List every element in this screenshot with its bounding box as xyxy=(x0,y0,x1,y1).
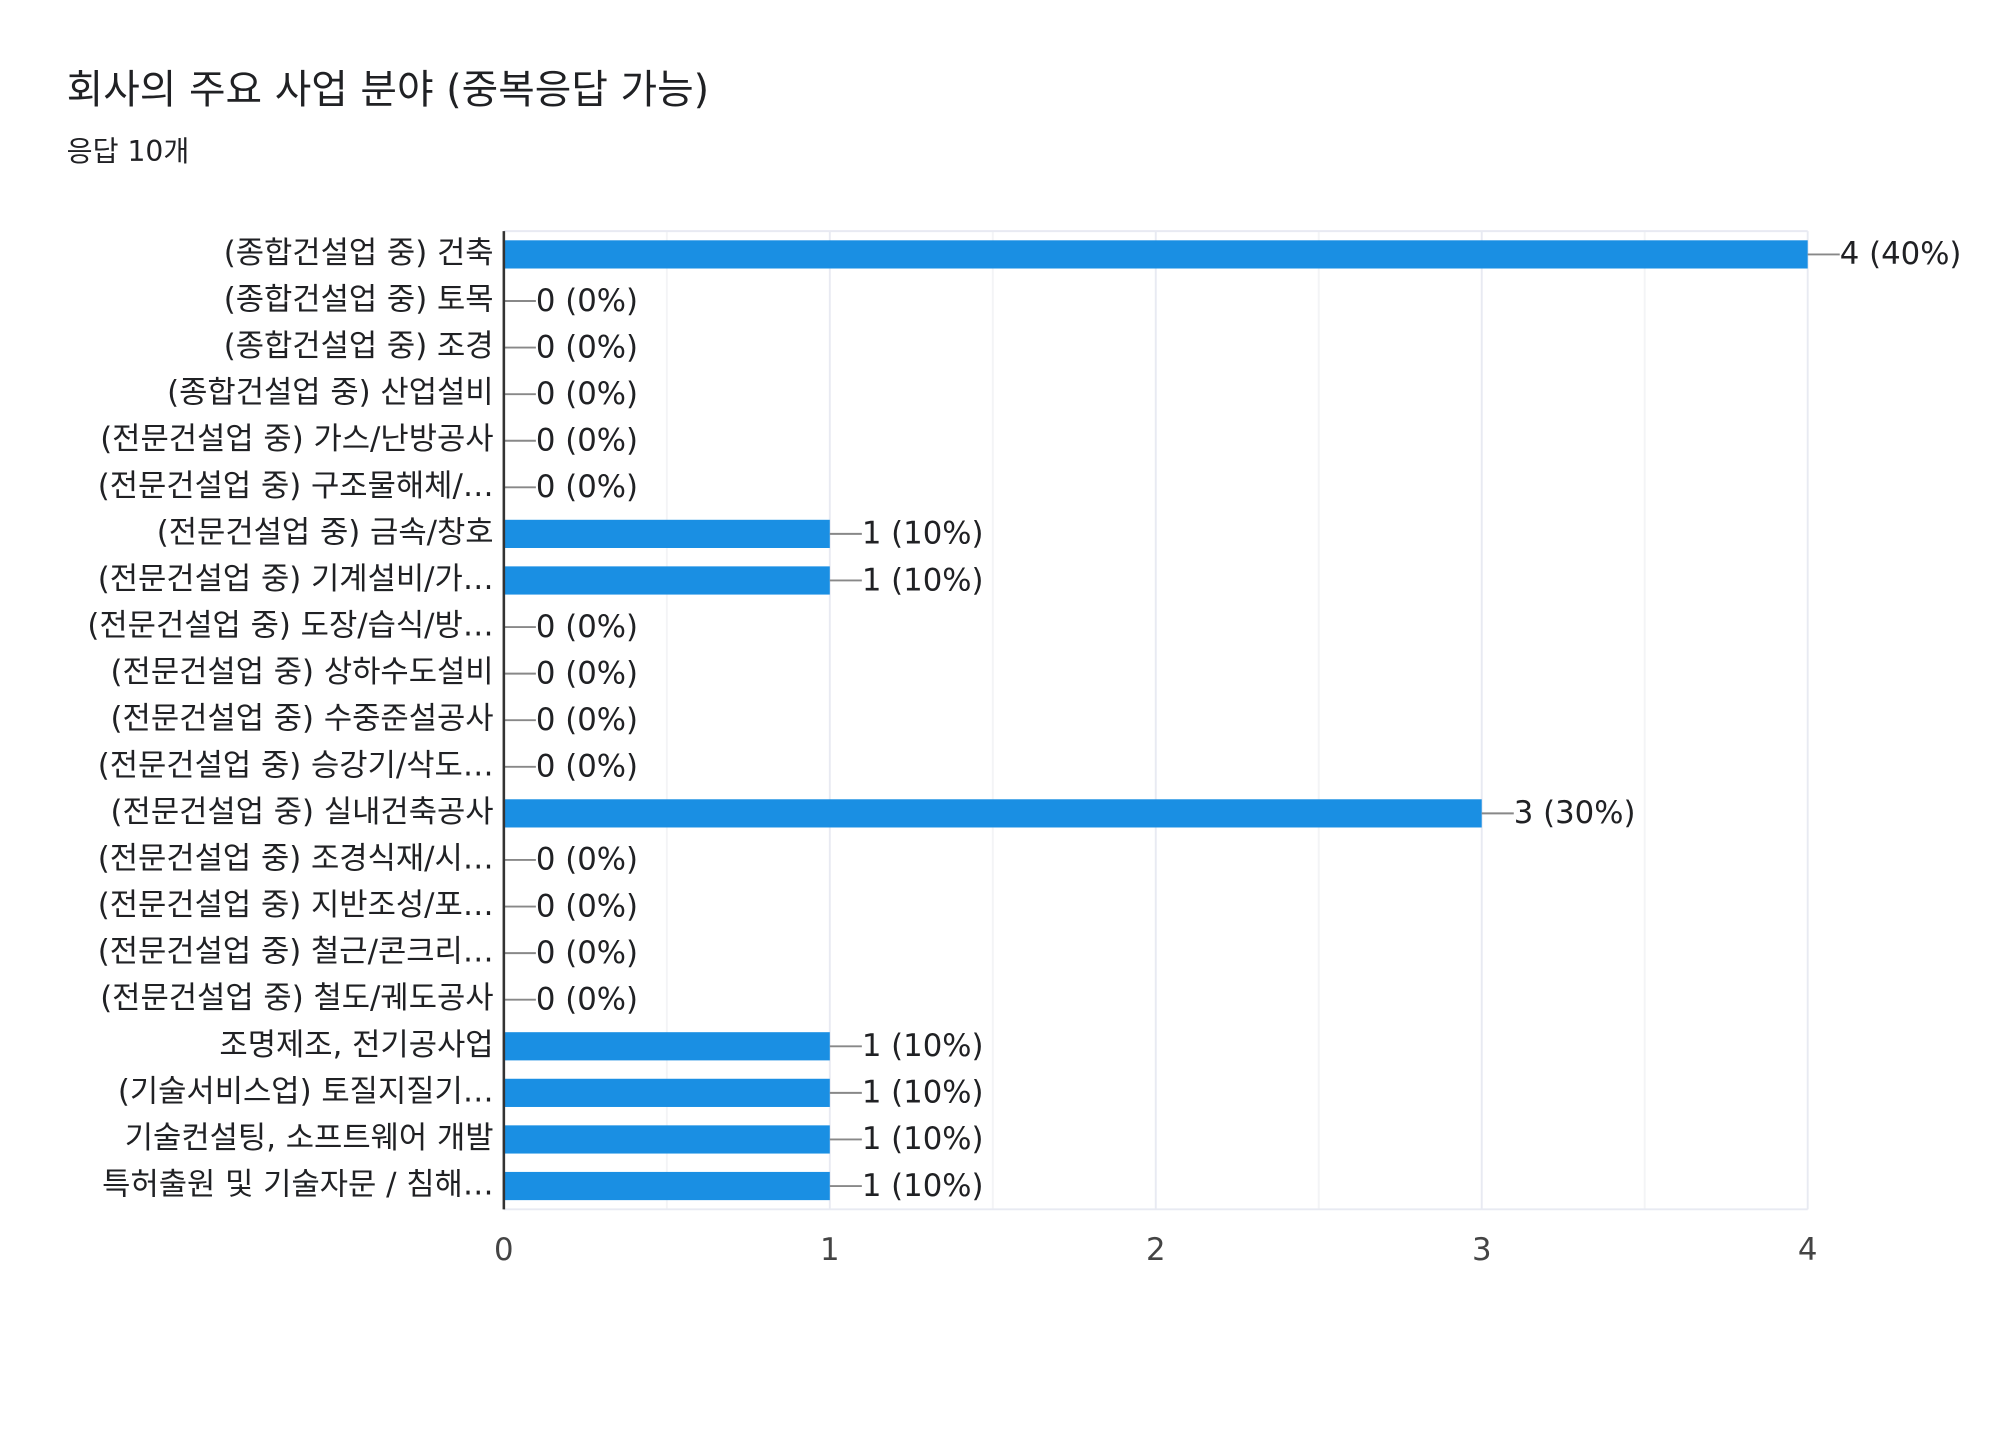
data-label: 0 (0%) xyxy=(536,283,638,319)
x-tick-label: 4 xyxy=(1798,1232,1818,1268)
bar xyxy=(503,566,830,595)
data-label: 0 (0%) xyxy=(536,888,638,924)
data-label: 0 (0%) xyxy=(536,981,638,1017)
y-tick-label: (종합건설업 중) 산업설비 xyxy=(167,375,493,411)
y-tick-label: (전문건설업 중) 기계설비/가… xyxy=(98,561,494,597)
y-tick-label: (전문건설업 중) 가스/난방공사 xyxy=(100,421,493,457)
y-tick-label: (전문건설업 중) 수중준설공사 xyxy=(111,701,494,737)
y-tick-label: (전문건설업 중) 상하수도설비 xyxy=(111,654,494,690)
data-label: 0 (0%) xyxy=(536,609,638,645)
y-tick-label: (전문건설업 중) 도장/습식/방… xyxy=(87,608,493,644)
bar xyxy=(503,1032,830,1061)
data-label: 0 (0%) xyxy=(536,376,638,412)
data-label: 1 (10%) xyxy=(862,1121,984,1157)
y-tick-label: (전문건설업 중) 승강기/삭도… xyxy=(98,747,494,783)
data-label: 1 (10%) xyxy=(862,516,984,552)
y-tick-label: 특허출원 및 기술자문 / 침해… xyxy=(102,1167,493,1203)
data-label: 0 (0%) xyxy=(536,423,638,459)
data-label: 1 (10%) xyxy=(862,562,984,598)
data-label: 0 (0%) xyxy=(536,469,638,505)
data-label: 1 (10%) xyxy=(862,1028,984,1064)
bar xyxy=(503,1125,830,1154)
x-tick-label: 0 xyxy=(494,1232,514,1268)
data-label: 1 (10%) xyxy=(862,1075,984,1111)
y-tick-label: (전문건설업 중) 철도/궤도공사 xyxy=(100,980,493,1016)
data-label: 0 (0%) xyxy=(536,749,638,785)
y-tick-label: (전문건설업 중) 철근/콘크리… xyxy=(98,934,494,970)
y-tick-label: (기술서비스업) 토질지질기… xyxy=(118,1073,494,1109)
bar xyxy=(503,1171,830,1201)
x-tick-label: 1 xyxy=(820,1232,840,1268)
data-label: 0 (0%) xyxy=(536,935,638,971)
data-label: 3 (30%) xyxy=(1514,795,1636,831)
x-tick-label: 2 xyxy=(1146,1232,1166,1268)
chart-title: 회사의 주요 사업 분야 (중복응답 가능) xyxy=(67,67,710,113)
y-tick-label: (전문건설업 중) 구조물해체/… xyxy=(98,468,494,504)
bar xyxy=(503,1078,830,1107)
y-tick-label: (전문건설업 중) 조경식재/시… xyxy=(98,840,494,876)
y-tick-label: (종합건설업 중) 건축 xyxy=(224,235,494,271)
data-label: 1 (10%) xyxy=(862,1168,984,1204)
y-tick-label: (전문건설업 중) 금속/창호 xyxy=(157,514,494,550)
y-tick-label: (종합건설업 중) 토목 xyxy=(224,281,494,317)
bar xyxy=(503,240,1808,269)
data-label: 0 (0%) xyxy=(536,655,638,691)
data-label: 0 (0%) xyxy=(536,329,638,365)
y-tick-label: (전문건설업 중) 지반조성/포… xyxy=(98,887,494,923)
bar xyxy=(503,799,1482,828)
y-tick-label: 기술컨설팅, 소프트웨어 개발 xyxy=(125,1120,494,1156)
data-label: 0 (0%) xyxy=(536,702,638,738)
chart-subtitle: 응답 10개 xyxy=(67,135,190,168)
bar xyxy=(503,519,830,548)
y-tick-label: (전문건설업 중) 실내건축공사 xyxy=(111,794,494,830)
data-label: 0 (0%) xyxy=(536,842,638,878)
y-tick-label: 조명제조, 전기공사업 xyxy=(219,1027,493,1063)
y-tick-label: (종합건설업 중) 조경 xyxy=(224,328,494,364)
x-tick-label: 3 xyxy=(1472,1232,1492,1268)
data-label: 4 (40%) xyxy=(1840,236,1962,272)
